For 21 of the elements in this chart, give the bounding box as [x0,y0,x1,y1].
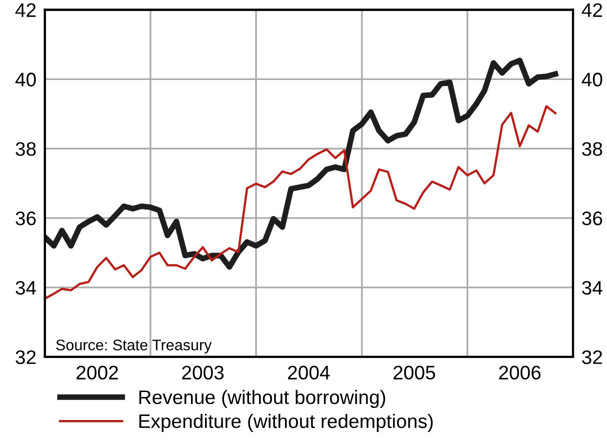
y2-tick-label: 38 [582,142,602,156]
y-tick-label: 42 [15,3,36,17]
x-tick-label: 2006 [499,366,541,380]
legend-label: Expenditure (without redemptions) [139,414,433,432]
y2-tick-label: 42 [582,3,602,17]
y2-tick-label: 36 [582,212,602,226]
y2-tick-label: 34 [582,280,602,295]
x-tick-label: 2002 [76,366,118,380]
annotation: Source: State Treasury [56,340,212,354]
line-series [44,105,556,300]
y-tick-label: 32 [16,350,36,364]
x-tick-label: 2004 [288,366,330,380]
x-tick-label: 2005 [394,366,436,380]
x-tick-label: 2003 [182,366,224,380]
legend-label: Revenue (without borrowing) [139,390,386,408]
y-tick-label: 36 [16,212,36,226]
y-tick-label: 40 [15,72,36,86]
y-tick-label: 38 [16,142,36,156]
y2-tick-label: 40 [582,72,602,86]
y-tick-label: 34 [16,280,36,295]
y2-tick-label: 32 [582,350,602,364]
